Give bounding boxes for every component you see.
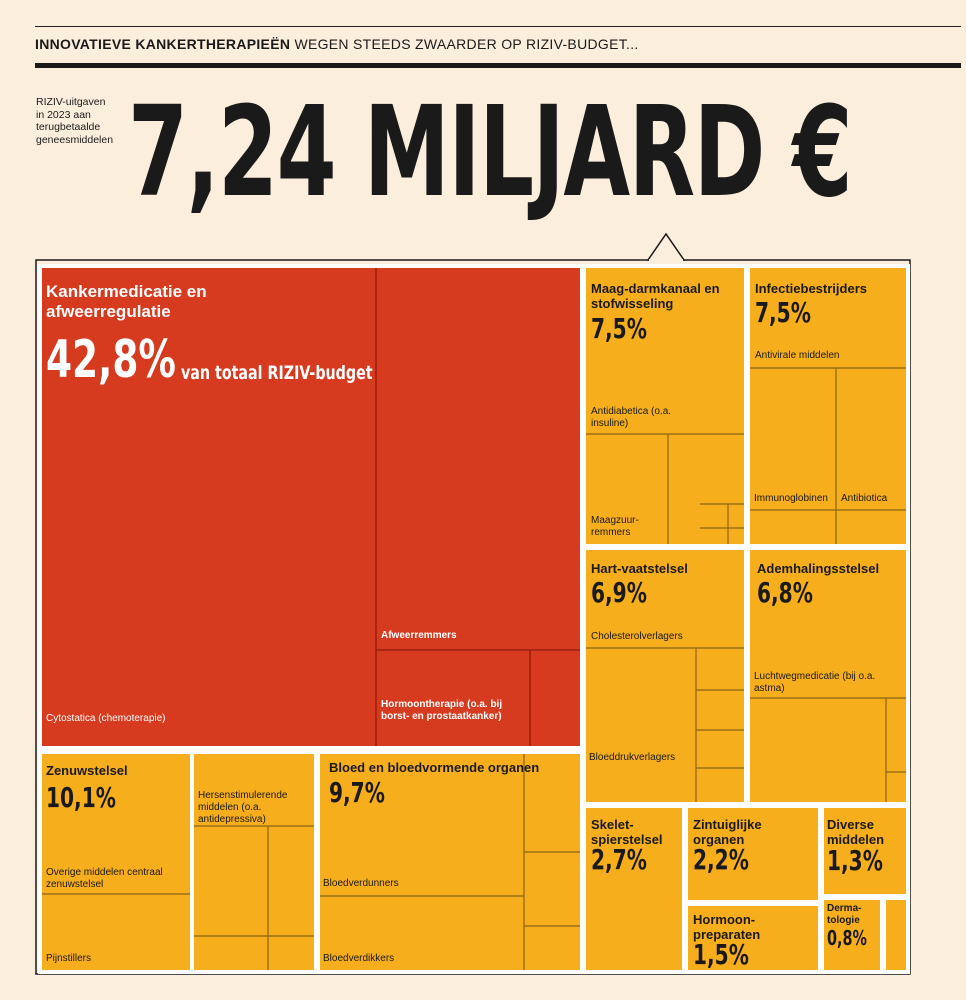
category-value: 7,5%	[591, 312, 647, 345]
note-line: geneesmiddelen	[36, 133, 114, 146]
category-value: 6,8%	[757, 576, 813, 609]
category-block	[316, 750, 584, 974]
pointer-triangle	[646, 232, 686, 261]
category-block	[190, 750, 318, 974]
subgroup-label: Overige middelen centraal zenuwstelsel	[46, 867, 163, 890]
subgroup-label: Immunoglobinen	[754, 493, 828, 504]
subgroup-label: Antidiabetica (o.a. insuline)	[591, 406, 672, 429]
category-value: 6,9%	[591, 576, 647, 609]
category-value: 9,7%	[329, 776, 385, 809]
subgroup-label: Maagzuur-remmers	[591, 515, 639, 538]
category-label: Ademhalingsstelsel	[757, 561, 880, 576]
subgroup-label: Bloeddrukverlagers	[589, 752, 676, 763]
category-block	[882, 896, 910, 974]
kicker-rest: WEGEN STEEDS ZWAARDER OP RIZIV-BUDGET...	[290, 36, 639, 52]
category-block	[746, 546, 910, 806]
subgroup-label: Pijnstillers	[46, 953, 92, 964]
category-label: Bloed en bloedvormende organen	[329, 760, 540, 775]
subgroup-label: Cholesterolverlagers	[591, 631, 683, 642]
header-rule	[35, 63, 961, 68]
category-value: 2,7%	[591, 843, 647, 876]
kicker-bold: INNOVATIEVE KANKERTHERAPIEËN	[35, 36, 291, 52]
category-value: 10,1%	[46, 781, 116, 814]
note-line: in 2023 aan	[36, 108, 91, 121]
category-label: Zintuiglijke organen	[693, 817, 762, 847]
category-label: Hart-vaatstelsel	[591, 561, 688, 576]
category-block	[38, 264, 584, 750]
category-block	[820, 896, 884, 974]
note-line: terugbetaalde	[36, 121, 101, 133]
top-rule	[35, 26, 961, 27]
category-value: 42,8%	[46, 330, 176, 390]
category-block	[38, 750, 194, 974]
category-value: 0,8%	[827, 926, 867, 950]
subgroup-label: Antivirale middelen	[755, 350, 840, 361]
category-label: Hormoon-preparaten	[693, 912, 761, 942]
category-value: 1,3%	[827, 844, 883, 877]
category-label: Skelet-spierstelsel	[591, 817, 663, 847]
category-value: 2,2%	[693, 843, 749, 876]
category-label: Maag-darmkanaal en stofwisseling	[591, 281, 720, 311]
subgroup-label: Hormoontherapie (o.a. bij borst- en pros…	[381, 699, 503, 722]
subgroup-label: Cytostatica (chemoterapie)	[46, 713, 166, 724]
category-block	[746, 264, 910, 548]
kicker: INNOVATIEVE KANKERTHERAPIEËN WEGEN STEED…	[35, 36, 639, 52]
subgroup-label: Hersenstimulerende middelen (o.a. antide…	[198, 790, 288, 825]
headline-note: RIZIV-uitgaven in 2023 aan terugbetaalde…	[36, 96, 146, 146]
category-block	[820, 804, 910, 898]
category-label: Infectiebestrijders	[755, 281, 867, 296]
subgroup-label: Bloedverdikkers	[323, 953, 395, 964]
subgroup-label: Antibiotica	[841, 493, 888, 504]
category-value: 1,5%	[693, 938, 749, 971]
headline-total: 7,24 MILJARD €	[128, 80, 853, 225]
note-line: RIZIV-uitgaven	[36, 96, 106, 108]
category-label: Derma-tologie	[827, 903, 862, 926]
category-label: Zenuwstelsel	[46, 763, 128, 778]
subgroup-label: Afweerremmers	[381, 630, 457, 641]
subgroup-label: Luchtwegmedicatie (bij o.a. astma)	[754, 671, 876, 694]
category-label: Diverse middelen	[827, 817, 885, 847]
category-label: Kankermedicatie en afweerregulatie	[46, 282, 207, 321]
subgroup-label: Bloedverdunners	[323, 878, 399, 889]
category-value-suffix: van totaal RIZIV-budget	[181, 362, 373, 384]
category-value: 7,5%	[755, 296, 811, 329]
